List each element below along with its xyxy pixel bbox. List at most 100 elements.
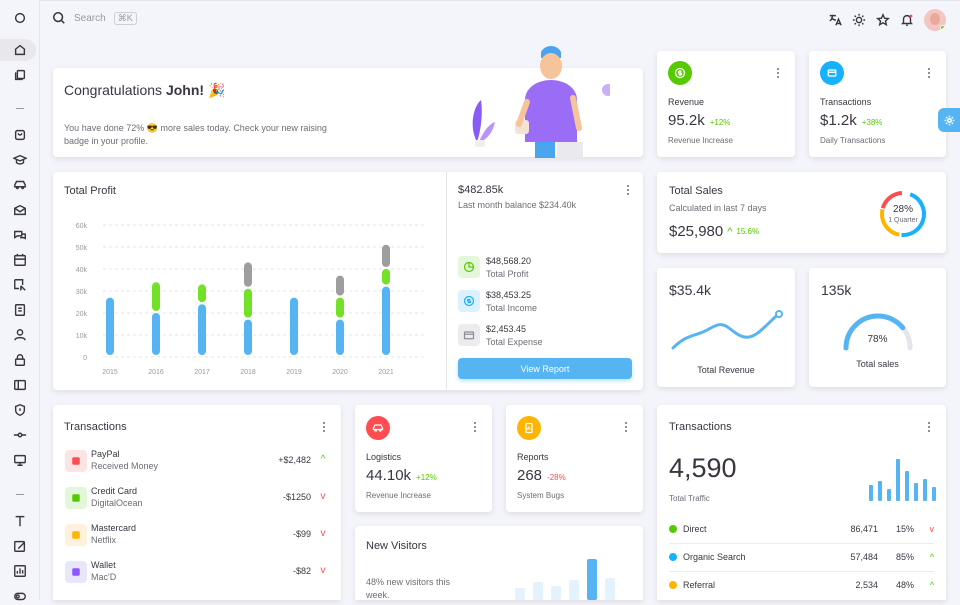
total-revenue-value: $35.4k xyxy=(669,282,712,298)
logistics-menu-button[interactable] xyxy=(470,420,480,434)
profit-bar xyxy=(152,282,160,311)
total-sales-card: Total Sales Calculated in last 7 days $2… xyxy=(657,172,946,253)
profit-menu-button[interactable] xyxy=(623,183,633,197)
transactions-menu-button[interactable] xyxy=(924,66,934,80)
board-icon[interactable] xyxy=(9,276,31,294)
gear-icon xyxy=(944,115,954,125)
logistics-label: Logistics xyxy=(366,452,402,462)
total-profit-chart: 60k 50k 40k 30k 20k 10k 0 2015 2016 2017 2018 2019 2… xyxy=(76,223,425,376)
transactions-list-title: Transactions xyxy=(64,421,127,433)
bell-icon[interactable] xyxy=(900,13,914,27)
school-icon[interactable] xyxy=(9,151,31,169)
toggle-icon[interactable] xyxy=(9,587,31,605)
transactions-list-menu-button[interactable] xyxy=(319,420,329,434)
x-tick-label: 2019 xyxy=(286,369,302,376)
traffic-divider xyxy=(669,571,934,572)
home-icon[interactable] xyxy=(9,41,31,59)
copy-icon[interactable] xyxy=(9,66,31,84)
customizer-button[interactable] xyxy=(938,108,960,132)
revenue-menu-button[interactable] xyxy=(773,66,783,80)
monitor-icon[interactable] xyxy=(9,451,31,469)
profit-bar xyxy=(336,297,344,318)
profit-bar xyxy=(290,297,298,355)
y-tick-label: 0 xyxy=(83,355,87,362)
card-icon xyxy=(820,61,844,85)
congrats-title: Congratulations John! 🎉 xyxy=(64,82,226,98)
search-bar[interactable]: Search ⌘K xyxy=(52,11,137,25)
trend-down-icon: v xyxy=(929,524,935,534)
traffic-percent: 85% xyxy=(895,552,914,562)
profit-bar xyxy=(336,319,344,355)
logo-circle-icon[interactable] xyxy=(9,9,31,27)
car-icon[interactable] xyxy=(9,176,31,194)
revenue-card: Revenue 95.2k +12% Revenue Increase xyxy=(657,51,795,157)
paint-icon[interactable] xyxy=(9,537,31,555)
top-bar: Search ⌘K xyxy=(40,0,960,38)
traffic-source: Direct xyxy=(683,524,707,534)
total-profit-title: Total Profit xyxy=(64,185,116,197)
profit-item-label-3: Total Expense xyxy=(486,337,543,347)
transaction-amount: -$1250 xyxy=(282,492,311,502)
visitors-bar-1 xyxy=(515,588,525,600)
translate-icon[interactable] xyxy=(828,13,842,27)
transaction-sub: Netflix xyxy=(91,535,117,545)
total-sales-caption: Calculated in last 7 days xyxy=(669,203,767,213)
transaction-amount: +$2,482 xyxy=(278,455,311,465)
sidebar-divider-2 xyxy=(16,494,24,495)
sun-icon[interactable] xyxy=(852,13,866,27)
income-dollar-icon xyxy=(458,290,480,312)
trend-up-icon: ^ xyxy=(929,580,934,590)
visitors-bar-5 xyxy=(587,559,597,600)
calendar-icon[interactable] xyxy=(9,251,31,269)
revenue-line-chart xyxy=(671,310,783,350)
transaction-name: PayPal xyxy=(91,449,120,459)
new-visitors-text: 48% new visitors this week. xyxy=(366,577,451,600)
reports-caption: System Bugs xyxy=(517,491,565,500)
transaction-name: Wallet xyxy=(91,560,116,570)
visitors-bar-6 xyxy=(605,578,615,600)
traffic-bar-chart xyxy=(869,459,936,501)
transaction-name: Mastercard xyxy=(91,523,137,533)
revenue-value: 95.2k xyxy=(668,112,705,129)
y-tick-label: 20k xyxy=(76,311,88,318)
logistics-card: Logistics 44.10k +12% Revenue Increase xyxy=(355,405,492,512)
sidebar-active-highlight xyxy=(0,39,36,61)
cart-icon[interactable] xyxy=(9,126,31,144)
chart-icon[interactable] xyxy=(9,562,31,580)
trend-up-icon: ^ xyxy=(320,454,326,465)
chat-icon[interactable] xyxy=(9,226,31,244)
traffic-card: Transactions 4,590 Total Traffic Direct 8… xyxy=(657,405,946,600)
trend-down-icon: v xyxy=(320,528,326,539)
traffic-source: Organic Search xyxy=(683,552,746,562)
star-icon[interactable] xyxy=(876,13,890,27)
y-tick-label: 10k xyxy=(76,333,88,340)
layout-icon[interactable] xyxy=(9,376,31,394)
total-sales-value: $25,980 xyxy=(669,223,724,240)
sidebar xyxy=(0,0,40,601)
y-tick-label: 40k xyxy=(76,267,88,274)
reports-menu-button[interactable] xyxy=(621,420,631,434)
typography-icon[interactable] xyxy=(9,512,31,530)
profit-balance-caption: Last month balance $234.40k xyxy=(458,200,577,210)
transaction-icon xyxy=(65,524,87,546)
lock-icon[interactable] xyxy=(9,351,31,369)
profit-balance: $482.85k xyxy=(458,184,504,196)
x-tick-label: 2015 xyxy=(102,369,118,376)
ring-value: 28% xyxy=(892,204,913,215)
y-tick-label: 60k xyxy=(76,223,88,230)
reports-card: Reports 268 -28% System Bugs xyxy=(506,405,643,512)
trend-down-icon: v xyxy=(320,565,326,576)
transactions-change: +38% xyxy=(861,118,883,127)
mail-icon[interactable] xyxy=(9,201,31,219)
transaction-icon xyxy=(65,487,87,509)
avatar[interactable] xyxy=(924,9,946,31)
wizard-icon[interactable] xyxy=(9,426,31,444)
transaction-sub: Mac'D xyxy=(91,572,117,582)
traffic-menu-button[interactable] xyxy=(924,420,934,434)
traffic-dot xyxy=(669,581,677,589)
user-icon[interactable] xyxy=(9,326,31,344)
view-report-button[interactable]: View Report xyxy=(458,358,632,379)
person-illustration xyxy=(515,46,610,158)
shield-icon[interactable] xyxy=(9,401,31,419)
invoice-icon[interactable] xyxy=(9,301,31,319)
